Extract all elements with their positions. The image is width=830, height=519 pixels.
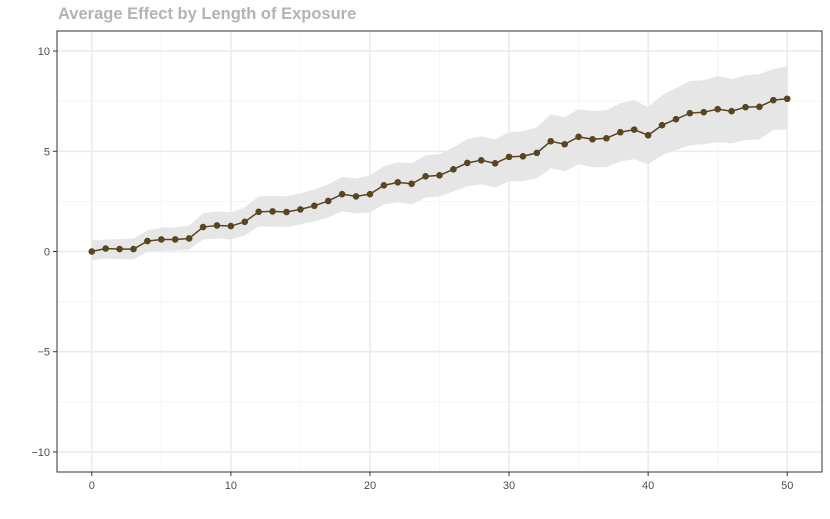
- data-point: [422, 173, 429, 180]
- data-point: [199, 223, 207, 231]
- y-tick-labels: −10 −5 0 5 10: [31, 46, 50, 459]
- data-point: [394, 179, 402, 186]
- data-point: [756, 103, 763, 111]
- y-tick-label: 10: [38, 46, 50, 58]
- data-point: [658, 121, 666, 129]
- y-tick-label: −10: [31, 447, 50, 459]
- y-tick-label: 0: [44, 247, 50, 259]
- data-point: [116, 245, 123, 253]
- data-point: [700, 108, 708, 116]
- data-point: [630, 126, 638, 133]
- data-point: [589, 135, 596, 143]
- data-point: [491, 160, 499, 167]
- data-point: [505, 153, 513, 161]
- data-point: [144, 237, 151, 245]
- data-point: [171, 236, 179, 243]
- data-point: [408, 180, 415, 188]
- data-point: [783, 95, 791, 103]
- chart-title: Average Effect by Length of Exposure: [58, 5, 357, 23]
- data-point: [213, 222, 221, 229]
- y-tick-label: −5: [37, 347, 50, 359]
- x-tick-label: 0: [89, 480, 95, 492]
- data-point: [617, 128, 624, 136]
- axis-ticks: [53, 50, 788, 476]
- x-tick-labels: 0 10 20 30 40 50: [89, 480, 794, 492]
- data-point: [575, 133, 582, 141]
- data-point: [380, 182, 388, 189]
- data-point: [311, 202, 318, 210]
- data-point: [158, 236, 165, 243]
- data-point: [324, 197, 332, 205]
- data-point: [297, 206, 304, 213]
- data-point: [672, 115, 680, 123]
- x-tick-label: 30: [503, 480, 515, 492]
- data-point: [547, 137, 555, 145]
- data-point: [241, 218, 249, 226]
- data-point: [464, 159, 471, 167]
- data-point: [338, 190, 346, 198]
- x-tick-label: 10: [225, 480, 237, 492]
- data-point: [533, 149, 541, 157]
- data-point: [283, 208, 290, 216]
- x-tick-label: 40: [642, 480, 654, 492]
- data-point: [477, 156, 485, 164]
- data-point: [227, 222, 235, 230]
- data-point: [185, 235, 193, 242]
- data-point: [686, 109, 694, 117]
- data-point: [366, 190, 374, 198]
- data-point: [714, 105, 721, 113]
- data-point: [644, 131, 652, 139]
- data-point: [88, 248, 96, 255]
- data-point: [269, 208, 276, 215]
- data-point: [102, 245, 109, 252]
- x-tick-label: 50: [781, 480, 793, 492]
- data-point: [519, 152, 527, 160]
- grid-major: [57, 31, 822, 472]
- y-tick-label: 5: [44, 146, 50, 158]
- data-point: [742, 103, 749, 111]
- data-point: [255, 208, 262, 216]
- data-point: [352, 193, 360, 200]
- data-point: [450, 166, 457, 173]
- data-point: [770, 96, 777, 104]
- point-layer: [88, 95, 791, 255]
- data-point: [436, 172, 443, 179]
- data-point: [728, 107, 735, 115]
- data-point: [603, 134, 610, 142]
- data-point: [561, 140, 568, 148]
- x-tick-label: 20: [364, 480, 376, 492]
- data-point: [130, 245, 137, 253]
